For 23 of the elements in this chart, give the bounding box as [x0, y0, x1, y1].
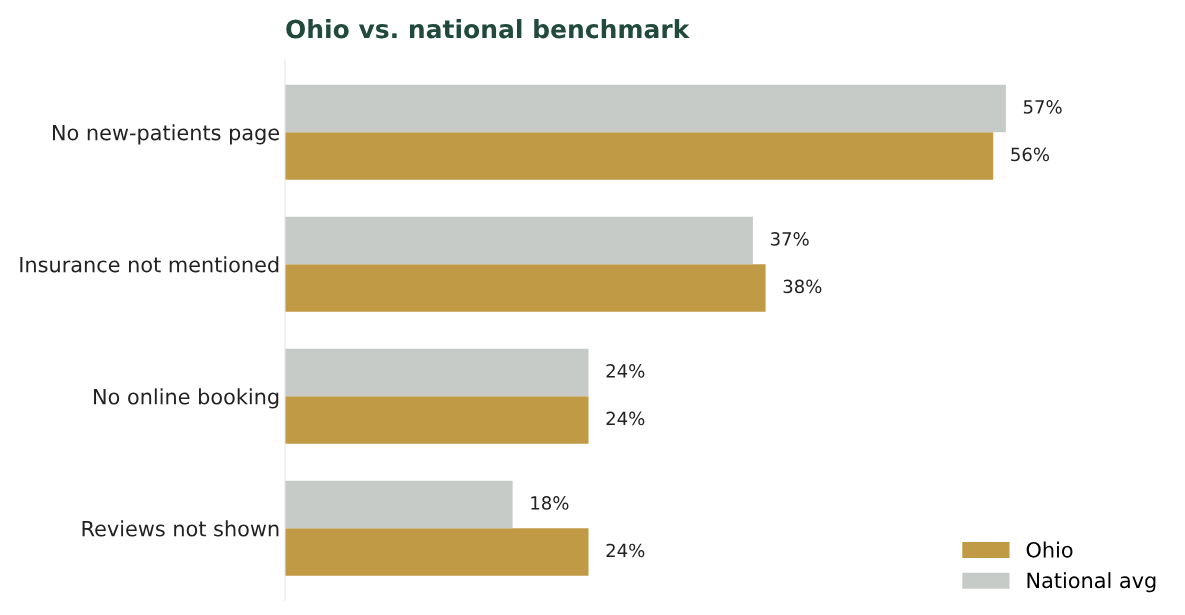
bar [284, 396, 589, 444]
bar [284, 528, 589, 576]
data-label: 38% [783, 279, 822, 294]
bar [284, 132, 994, 180]
bar [284, 348, 589, 397]
bar [284, 480, 513, 529]
data-label: 24% [606, 364, 645, 378]
data-label: 56% [1011, 147, 1050, 162]
y-tick-label: No new-patients page [53, 124, 280, 145]
chart-title: Ohio vs. national benchmark [286, 19, 690, 39]
bar [284, 264, 766, 312]
bar [284, 216, 753, 265]
y-tick-label: Reviews not shown [82, 520, 279, 537]
data-label: 24% [606, 543, 645, 558]
y-tick-label: No online booking [94, 388, 279, 409]
legend-label: National avg [1027, 572, 1156, 593]
data-label: 18% [531, 496, 569, 510]
y-tick-label: Insurance not mentioned [20, 256, 279, 273]
data-label: 37% [770, 232, 809, 246]
data-label: 57% [1023, 100, 1062, 114]
data-label: 24% [606, 411, 645, 426]
bar [284, 84, 1006, 133]
legend-label: Ohio [1026, 541, 1073, 558]
